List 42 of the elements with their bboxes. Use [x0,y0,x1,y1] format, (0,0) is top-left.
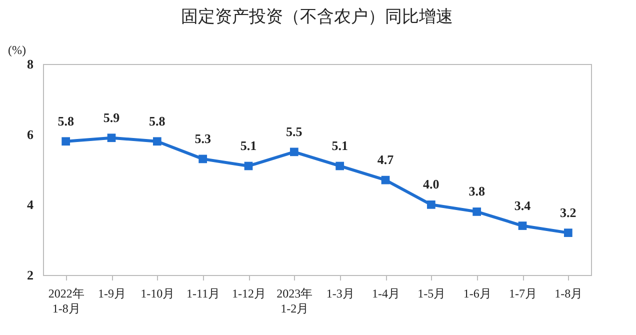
point [381,176,390,184]
point [152,137,162,146]
x-tick-label: 2022年 1-8月 [48,286,84,316]
point [426,200,436,209]
y-tick-label: 6 [27,126,34,142]
x-tick-label: 1-10月 [140,286,175,300]
x-tick-label: 1-5月 [418,286,446,300]
text: 5.8 [58,113,74,128]
text: 4.0 [423,176,440,192]
x-tick-label: 1-7月 [509,286,537,300]
text: 5.5 [286,124,302,139]
x-tick-label: 1-8月 [554,286,583,300]
x-tick-label: 1-6月 [463,286,492,300]
text: 5.1 [240,138,257,153]
text: 5.9 [103,110,120,125]
text: 4.7 [377,152,394,168]
y-axis-title: (%) [8,43,26,57]
point [198,154,208,164]
point [290,148,298,156]
text: 3.2 [560,204,576,220]
point [472,208,482,216]
x-tick-label: 1-9月 [98,286,126,300]
x-tick-label: 1-11月 [186,286,220,300]
text: 5.1 [332,138,348,153]
point [336,162,344,170]
point [518,222,527,230]
chart-title: 固定资产投资（不含农户）同比增速 [181,7,453,27]
text: 3.4 [514,198,531,213]
point [244,162,253,170]
x-tick-label: 2023年 1-2月 [276,286,313,316]
point [107,134,116,142]
y-tick-label: 8 [27,56,34,72]
x-tick-label: 1-3月 [326,286,354,300]
text: 5.3 [194,130,211,146]
y-tick-label: 4 [27,197,34,212]
y-tick-label: 2 [27,268,34,282]
x-tick-label: 1-4月 [372,286,400,300]
text: 3.8 [468,184,485,199]
x-tick-label: 1-12月 [232,286,266,300]
point [62,137,70,146]
point [564,228,572,237]
text: 5.8 [149,113,166,128]
